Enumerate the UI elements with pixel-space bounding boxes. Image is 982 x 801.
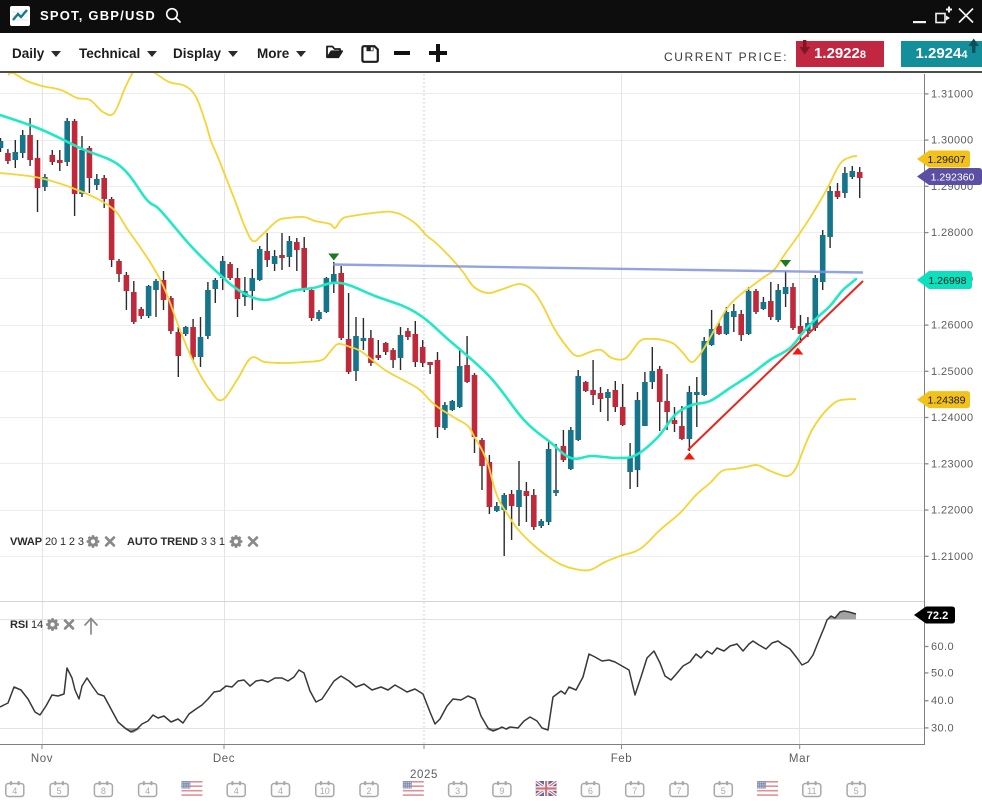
svg-text:30.0: 30.0 bbox=[931, 722, 954, 734]
svg-text:7: 7 bbox=[676, 786, 681, 796]
svg-text:1.22000: 1.22000 bbox=[931, 505, 974, 517]
svg-text:Mar: Mar bbox=[789, 753, 811, 765]
svg-text:1.26998: 1.26998 bbox=[929, 275, 967, 287]
svg-text:4: 4 bbox=[145, 786, 150, 796]
svg-text:6: 6 bbox=[588, 786, 593, 796]
svg-text:2025: 2025 bbox=[410, 769, 438, 781]
svg-text:1.28000: 1.28000 bbox=[931, 227, 974, 239]
svg-text:Feb: Feb bbox=[611, 753, 633, 765]
svg-text:1.24000: 1.24000 bbox=[931, 412, 974, 424]
svg-text:60.0: 60.0 bbox=[931, 641, 954, 653]
svg-text:1.29607: 1.29607 bbox=[928, 154, 966, 166]
svg-text:40.0: 40.0 bbox=[931, 695, 954, 707]
svg-text:1.26000: 1.26000 bbox=[931, 320, 974, 332]
svg-text:1.30000: 1.30000 bbox=[931, 135, 974, 147]
svg-text:4: 4 bbox=[234, 786, 239, 796]
svg-text:11: 11 bbox=[807, 786, 816, 796]
svg-text:1.25000: 1.25000 bbox=[931, 366, 974, 378]
svg-text:10: 10 bbox=[320, 786, 330, 796]
svg-text:1.23000: 1.23000 bbox=[931, 458, 974, 470]
svg-text:5: 5 bbox=[57, 786, 62, 796]
svg-text:Dec: Dec bbox=[213, 753, 235, 765]
svg-text:1.31000: 1.31000 bbox=[931, 88, 974, 100]
svg-text:4: 4 bbox=[12, 786, 17, 796]
svg-text:RSI 14: RSI 14 bbox=[10, 619, 43, 631]
svg-text:5: 5 bbox=[854, 786, 859, 796]
svg-text:9: 9 bbox=[499, 786, 504, 796]
svg-text:1.24389: 1.24389 bbox=[928, 394, 966, 406]
svg-text:Nov: Nov bbox=[31, 753, 53, 765]
svg-text:5: 5 bbox=[721, 786, 726, 796]
svg-text:7: 7 bbox=[632, 786, 637, 796]
svg-text:VWAP 20 1 2 3: VWAP 20 1 2 3 bbox=[10, 536, 84, 548]
svg-text:2: 2 bbox=[366, 786, 371, 796]
svg-text:1.292360: 1.292360 bbox=[931, 171, 975, 183]
svg-text:AUTO TREND 3 3 1: AUTO TREND 3 3 1 bbox=[127, 536, 225, 548]
svg-text:1.21000: 1.21000 bbox=[931, 551, 974, 563]
svg-text:4: 4 bbox=[278, 786, 283, 796]
svg-text:3: 3 bbox=[455, 786, 460, 796]
svg-text:8: 8 bbox=[101, 786, 106, 796]
svg-text:72.2: 72.2 bbox=[927, 610, 948, 622]
svg-text:50.0: 50.0 bbox=[931, 667, 954, 679]
